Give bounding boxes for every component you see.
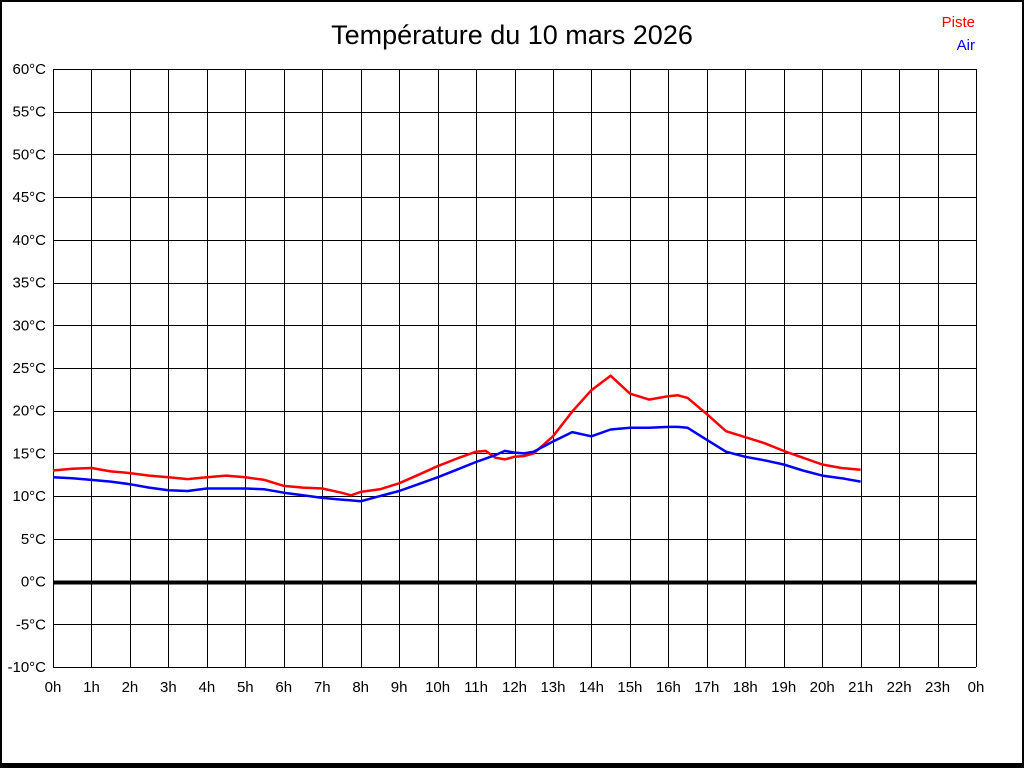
chart-title: Température du 10 mars 2026 <box>331 20 693 50</box>
x-axis-tick-label: 9h <box>391 679 408 696</box>
legend-item-air: Air <box>956 37 975 54</box>
series-line-air <box>52 425 861 503</box>
y-axis-tick-label: -5°C <box>16 616 46 633</box>
x-axis-tick-label: 23h <box>925 679 950 696</box>
x-axis-tick-label: 16h <box>656 679 681 696</box>
y-axis-tick-label: 10°C <box>12 488 46 505</box>
y-axis-tick-label: 25°C <box>12 360 46 377</box>
series-line-piste <box>52 374 861 497</box>
x-axis-tick-label: 1h <box>83 679 100 696</box>
x-axis-tick-label: 0h <box>968 679 985 696</box>
x-axis-tick-label: 0h <box>45 679 62 696</box>
y-axis-tick-label: 40°C <box>12 232 46 249</box>
x-axis-tick-label: 13h <box>540 679 565 696</box>
x-axis-tick-label: 22h <box>887 679 912 696</box>
y-axis-tick-label: 50°C <box>12 146 46 163</box>
x-axis-tick-label: 8h <box>352 679 369 696</box>
x-axis-tick-label: 6h <box>275 679 292 696</box>
x-axis-tick-label: 2h <box>122 679 139 696</box>
x-axis-tick-label: 19h <box>771 679 796 696</box>
x-axis-tick-label: 20h <box>810 679 835 696</box>
x-axis-tick-label: 10h <box>425 679 450 696</box>
y-axis-tick-label: -10°C <box>7 659 46 676</box>
x-axis-tick-label: 3h <box>160 679 177 696</box>
y-axis-tick-label: 55°C <box>12 104 46 121</box>
x-axis-tick-label: 11h <box>464 679 488 696</box>
y-axis-tick-label: 20°C <box>12 403 46 420</box>
y-axis-tick-label: 60°C <box>12 61 46 78</box>
legend-item-piste: Piste <box>941 14 975 31</box>
x-axis-tick-label: 14h <box>579 679 604 696</box>
y-axis-tick-label: 45°C <box>12 189 46 206</box>
y-axis-tick-label: 5°C <box>21 531 46 548</box>
y-axis-tick-label: 15°C <box>12 445 46 462</box>
x-axis-tick-label: 21h <box>848 679 873 696</box>
x-axis-tick-label: 15h <box>617 679 642 696</box>
x-axis-tick-label: 4h <box>198 679 215 696</box>
y-axis-tick-label: 30°C <box>12 317 46 334</box>
x-axis-tick-label: 18h <box>733 679 758 696</box>
x-axis-tick-label: 5h <box>237 679 254 696</box>
x-axis-tick-label: 17h <box>694 679 719 696</box>
x-axis-tick-label: 12h <box>502 679 527 696</box>
chart-legend: Piste Air <box>942 13 975 55</box>
y-axis-tick-label: 0°C <box>21 574 46 591</box>
x-axis-tick-label: 7h <box>314 679 331 696</box>
y-axis-tick-label: 35°C <box>12 275 46 292</box>
